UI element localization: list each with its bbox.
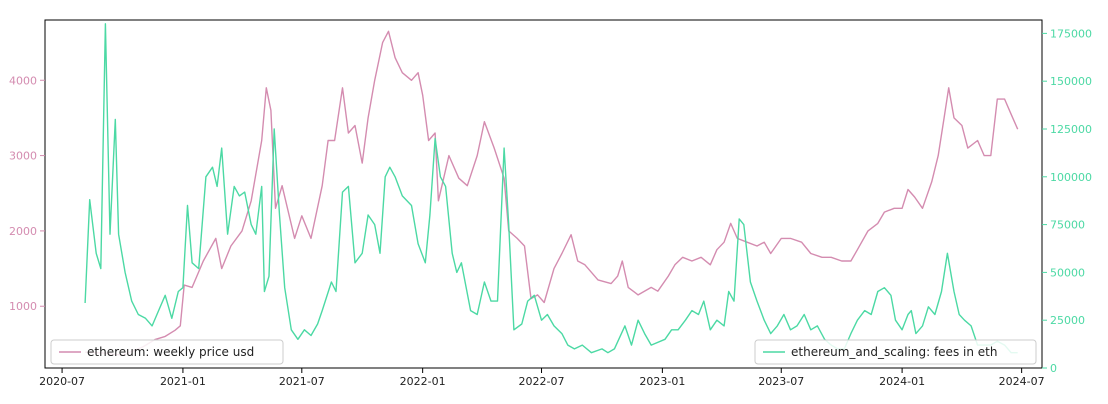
right-y-tick-label: 100000 [1050,171,1092,184]
x-tick-label: 2021-01 [160,375,206,388]
x-tick-label: 2023-07 [758,375,804,388]
right-y-tick-label: 125000 [1050,123,1092,136]
right-y-tick-label: 0 [1050,362,1057,375]
x-tick-label: 2020-07 [39,375,85,388]
right-y-tick-label: 50000 [1050,266,1085,279]
right-y-tick-label: 25000 [1050,314,1085,327]
x-tick-label: 2023-01 [639,375,685,388]
series-line-1 [84,23,1018,354]
x-tick-label: 2021-07 [279,375,325,388]
right-y-tick-label: 150000 [1050,75,1092,88]
right-y-tick-label: 75000 [1050,219,1085,232]
left-y-axis: 1000 2000 3000 4000 [9,74,45,313]
legend-box [754,339,1037,365]
legend-0: ethereum: weekly price usd [50,339,284,365]
series-line-0 [85,30,1019,356]
x-tick-label: 2024-07 [999,375,1045,388]
legend-box [50,339,284,365]
plot-area [44,19,1043,369]
plot-border [44,19,1043,369]
left-y-tick-label: 3000 [9,150,37,163]
legend-label: ethereum: weekly price usd [87,345,254,359]
legend-label: ethereum_and_scaling: fees in eth [791,345,997,359]
left-y-tick-label: 4000 [9,74,37,87]
left-y-tick-label: 1000 [9,300,37,313]
x-tick-label: 2022-01 [400,375,446,388]
x-tick-label: 2024-01 [879,375,925,388]
right-y-axis: 0 25000 50000 75000 100000 125000 150000 175000 [1042,27,1092,375]
x-axis: 2020-07 2021-01 2021-07 2022-01 2022-07 2023-… [39,368,1045,388]
x-tick-label: 2022-07 [519,375,565,388]
right-y-tick-label: 175000 [1050,27,1092,40]
legend-layer: ethereum: weekly price usd ethereum_and_s… [50,339,1037,365]
series-layer [84,23,1019,356]
legend-1: ethereum_and_scaling: fees in eth [754,339,1037,365]
left-y-tick-label: 2000 [9,225,37,238]
